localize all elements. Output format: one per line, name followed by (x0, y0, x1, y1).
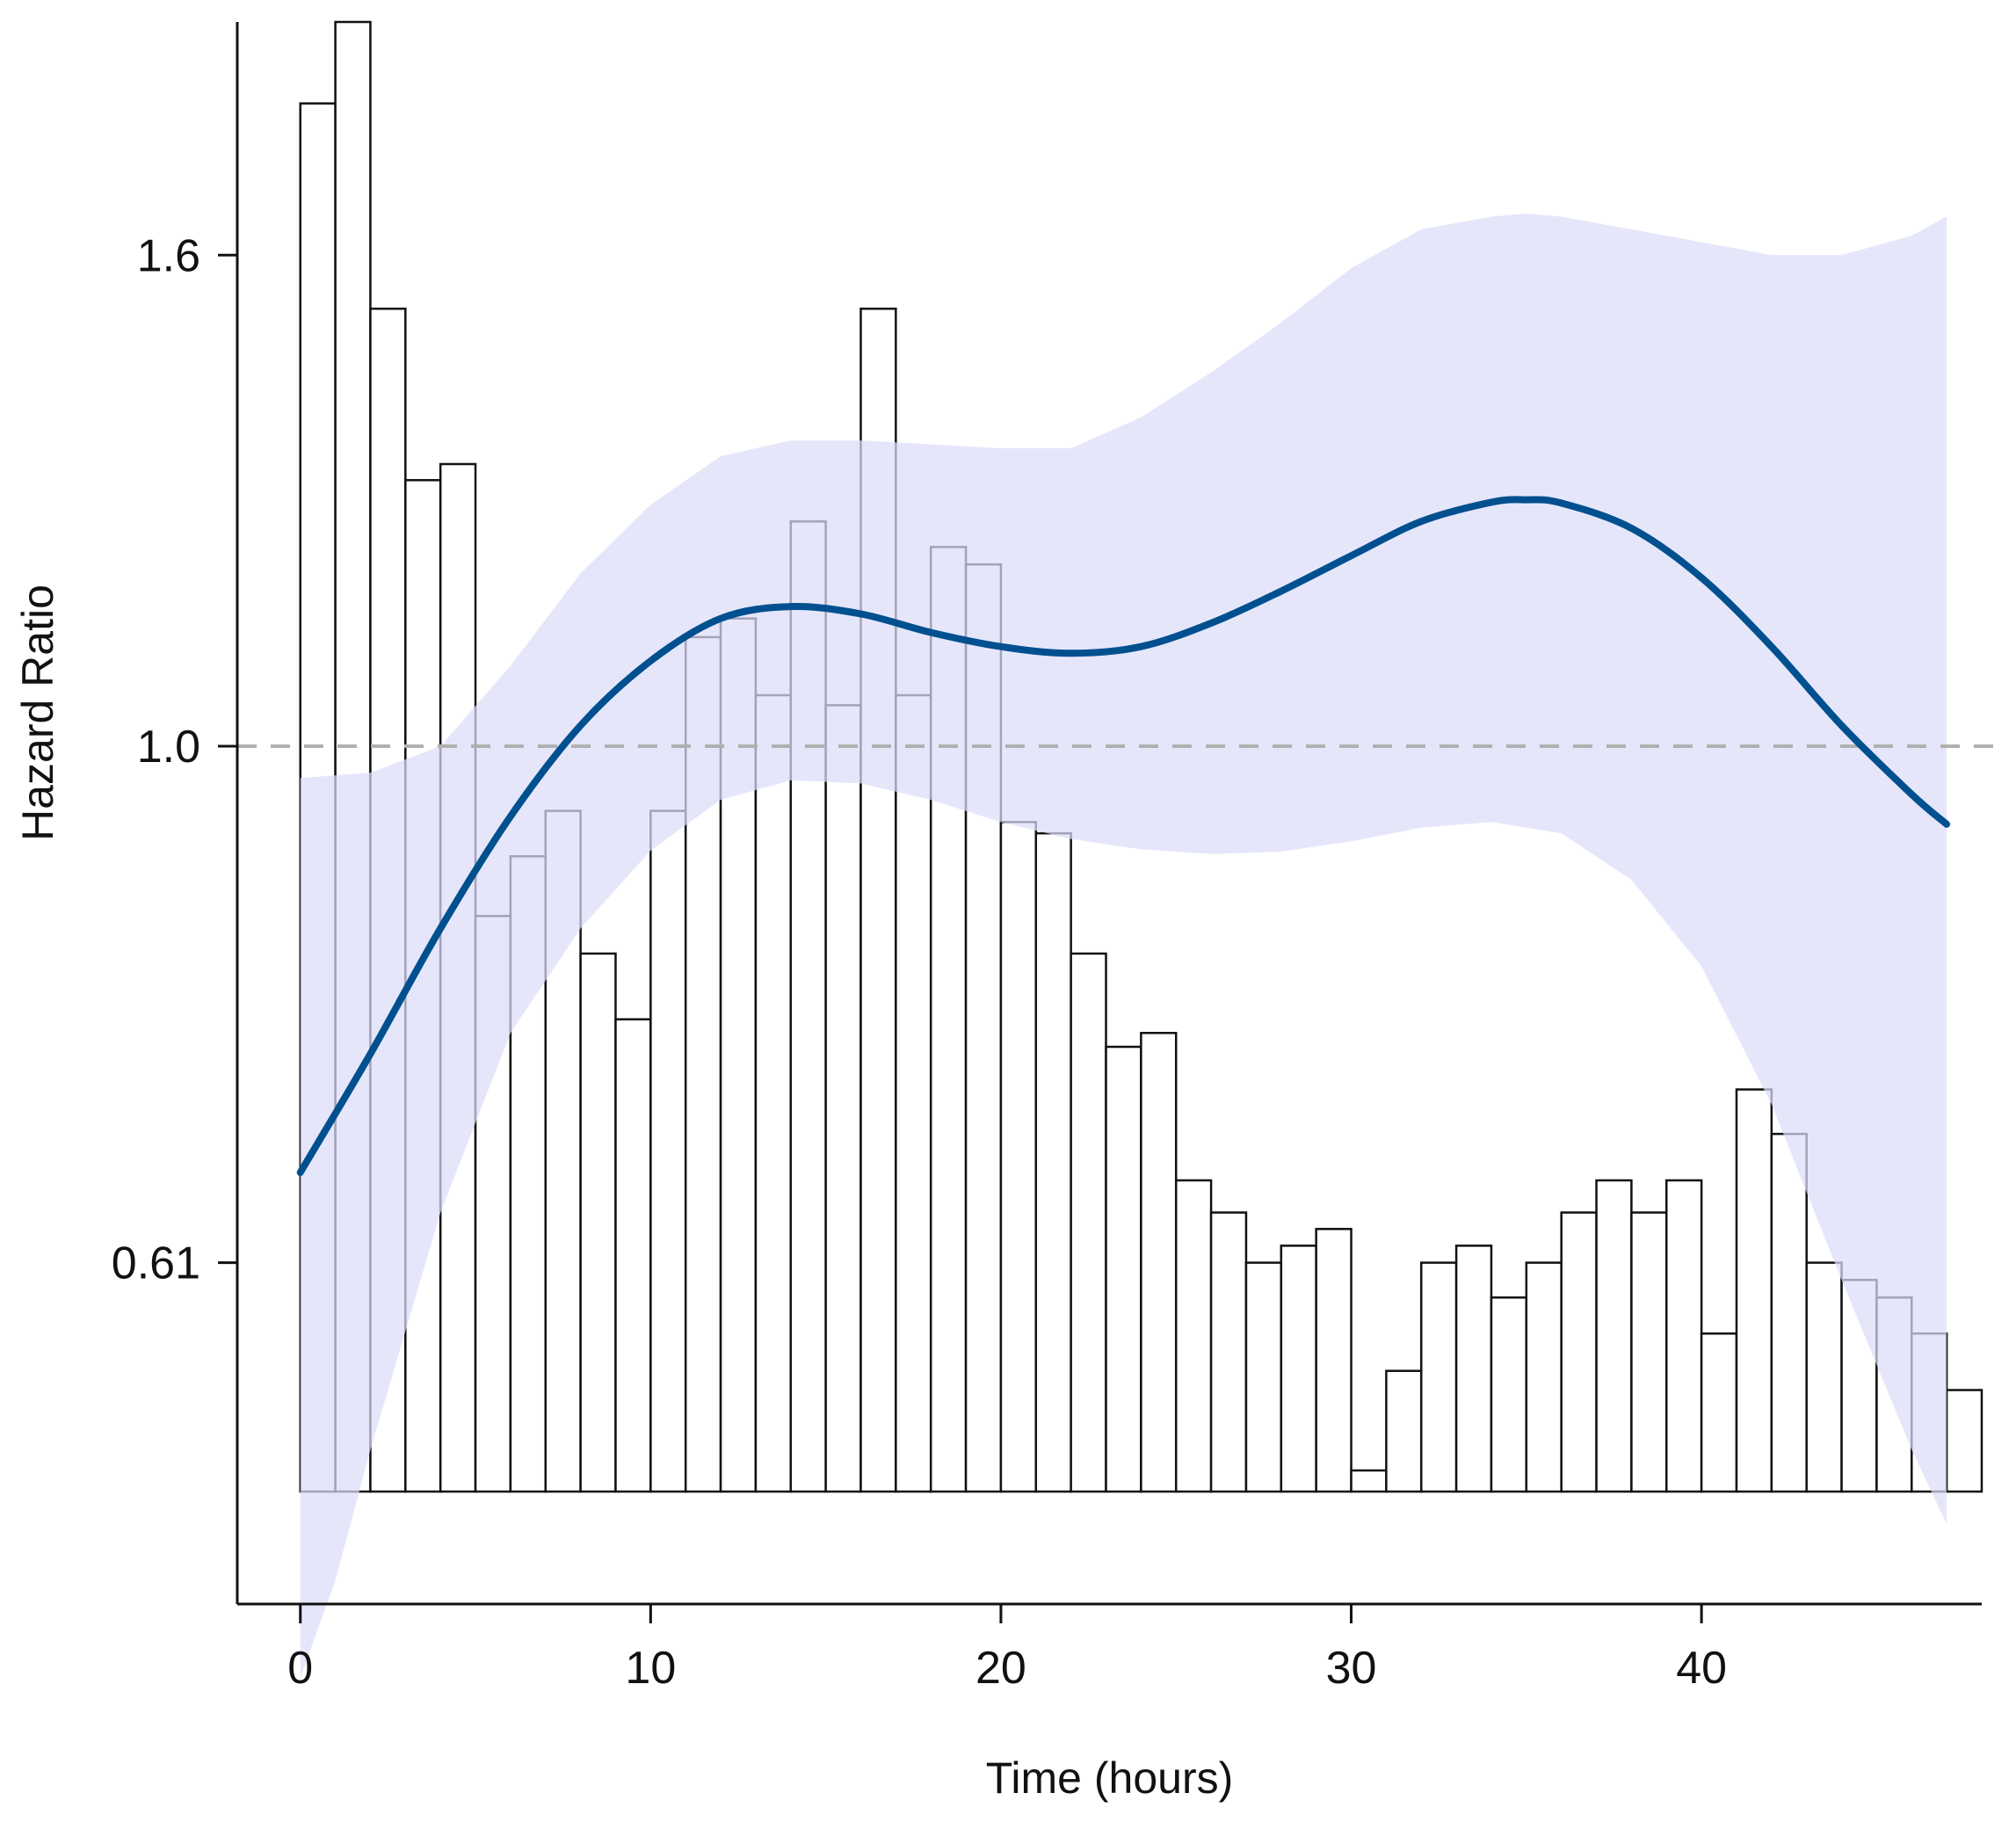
histogram-bar (1315, 1228, 1352, 1493)
histogram-bar (1595, 1179, 1633, 1493)
histogram-bar (895, 693, 932, 1493)
confidence-band (300, 213, 1947, 1678)
histogram-bar (1490, 1296, 1528, 1493)
x-tick-label: 40 (1676, 1643, 1727, 1694)
histogram-bar (1525, 1261, 1563, 1493)
histogram-bar (1140, 1032, 1178, 1493)
x-tick-label: 30 (1326, 1643, 1377, 1694)
axes (236, 22, 1982, 1606)
histogram-bar (1034, 831, 1072, 1493)
histogram-bar (1070, 952, 1107, 1493)
x-axis-title: Time (hours) (986, 1753, 1234, 1803)
histogram-bar (1419, 1261, 1458, 1493)
x-tick-label: 0 (287, 1643, 313, 1694)
x-tick-label: 10 (625, 1643, 676, 1694)
histogram-bar (1350, 1469, 1388, 1493)
histogram-bar (1945, 1389, 1983, 1493)
y-axis-ticks: 0.61 1.0 1.6 (112, 230, 237, 1289)
histogram-bar (649, 809, 687, 1493)
histogram-bar (754, 693, 793, 1493)
histogram-bar (1209, 1211, 1248, 1493)
histogram-bar (1700, 1332, 1738, 1493)
histogram-bar (1630, 1211, 1668, 1493)
y-tick-label: 1.6 (137, 230, 200, 281)
y-tick-label: 0.61 (112, 1238, 200, 1289)
histogram-bar (1105, 1045, 1142, 1493)
histogram-bar (824, 704, 862, 1493)
y-axis-title: Hazard Ratio (13, 584, 62, 841)
histogram-bar (1280, 1245, 1317, 1493)
x-axis-ticks: 0 10 20 30 40 (287, 1604, 1727, 1694)
histogram-bar (1244, 1261, 1283, 1493)
histogram-bar (999, 821, 1038, 1493)
histogram-bar (1770, 1132, 1808, 1493)
histogram-bar (579, 952, 617, 1493)
histogram-bar (1805, 1261, 1843, 1493)
histogram-bar (1385, 1369, 1423, 1493)
histogram-bar (1665, 1179, 1703, 1493)
y-tick-label: 1.0 (137, 722, 200, 773)
hazard-ratio-curve (296, 496, 1951, 1176)
histogram-bar (1560, 1211, 1598, 1493)
histogram-bar (614, 1018, 652, 1493)
histogram-bar (1174, 1179, 1213, 1493)
histogram-bar (1735, 1088, 1773, 1493)
x-tick-label: 20 (975, 1643, 1026, 1694)
histogram-bar (1454, 1245, 1493, 1493)
